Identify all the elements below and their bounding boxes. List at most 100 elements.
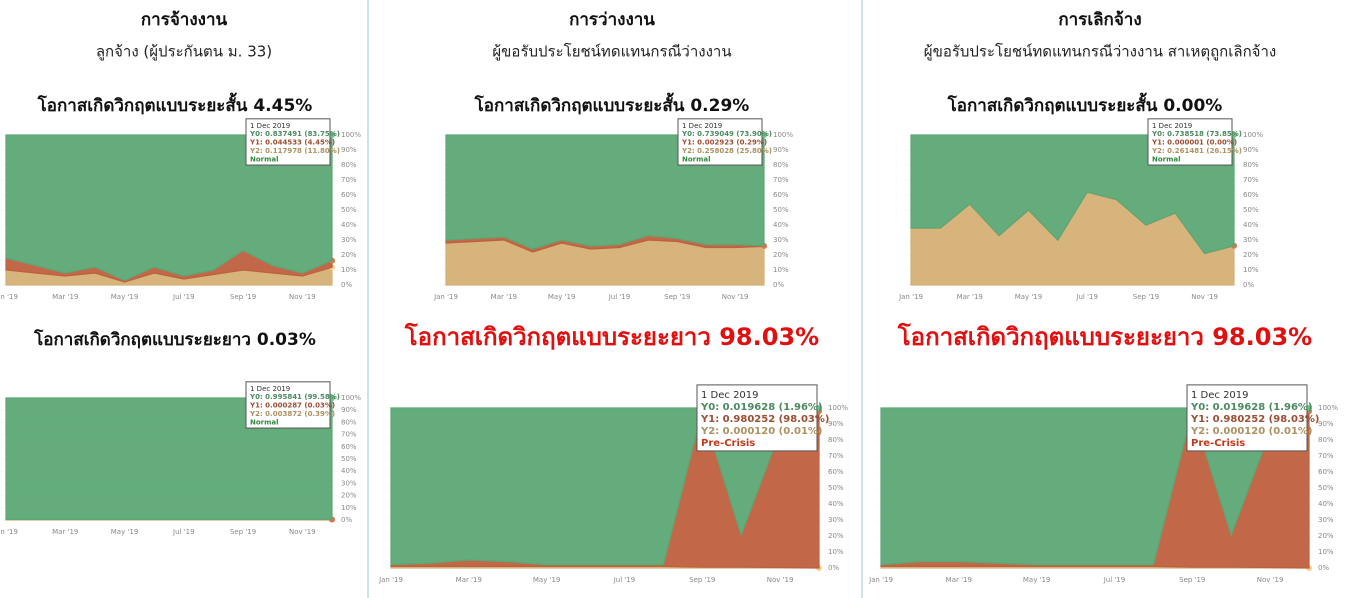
- x-tick-label: Sep '19: [1133, 293, 1159, 301]
- x-tick-label: Mar '19: [946, 576, 972, 584]
- tooltip-line: Y1: 0.000287 (0.03%): [249, 402, 335, 410]
- x-tick-label: Mar '19: [52, 528, 78, 536]
- x-tick-label: Sep '19: [1179, 576, 1205, 584]
- y-tick-label: 30%: [1318, 516, 1334, 524]
- x-tick-label: Nov '19: [767, 576, 794, 584]
- tooltip-status: Pre-Crisis: [701, 438, 755, 449]
- y-tick-label: 20%: [1318, 532, 1334, 540]
- y-tick-label: 0%: [341, 516, 352, 524]
- x-tick-label: Sep '19: [230, 528, 256, 536]
- y-tick-label: 30%: [341, 479, 357, 487]
- tooltip-line: Y1: 0.980252 (98.03%): [700, 414, 829, 425]
- x-tick-label: May '19: [1023, 576, 1051, 584]
- y-tick-label: 70%: [341, 431, 357, 439]
- tooltip-line: Y2: 0.258028 (25.80%): [681, 147, 772, 155]
- y-tick-label: 90%: [341, 146, 357, 154]
- tooltip-line: Y2: 0.117978 (11.80%): [249, 147, 340, 155]
- tooltip-line: Y0: 0.739049 (73.90%): [681, 130, 772, 138]
- y-tick-label: 90%: [1318, 420, 1334, 428]
- tooltip-date: 1 Dec 2019: [682, 122, 722, 130]
- y-tick-label: 10%: [828, 548, 844, 556]
- tooltip-box: [677, 118, 763, 166]
- y-tick-label: 100%: [341, 131, 361, 139]
- tooltip-line: Y0: 0.837491 (83.75%): [249, 130, 340, 138]
- chart-title: โอกาสเกิดวิกฤตแบบระยะสั้น 4.45%: [37, 92, 313, 116]
- y-tick-label: 100%: [341, 394, 361, 402]
- y-tick-label: 100%: [1318, 404, 1338, 412]
- y-tick-label: 30%: [773, 236, 789, 244]
- tooltip-status: Pre-Crisis: [1191, 438, 1245, 449]
- tooltip-line: Y2: 0.003872 (0.39%): [249, 410, 335, 418]
- tooltip-box: [696, 384, 818, 452]
- area: [5, 134, 333, 282]
- y-tick-label: 20%: [828, 532, 844, 540]
- y-tick-label: 0%: [1318, 564, 1329, 572]
- y-tick-label: 10%: [341, 266, 357, 274]
- y-tick-label: 90%: [1243, 146, 1259, 154]
- tooltip-line: Y0: 0.995841 (99.58%): [249, 393, 340, 401]
- y-tick-label: 100%: [1243, 131, 1263, 139]
- tooltip-date: 1 Dec 2019: [1152, 122, 1192, 130]
- tooltip-date: 1 Dec 2019: [1191, 390, 1249, 401]
- y-tick-label: 80%: [828, 436, 844, 444]
- tooltip-date: 1 Dec 2019: [250, 122, 290, 130]
- y-tick-label: 80%: [1318, 436, 1334, 444]
- chart-title: โอกาสเกิดวิกฤตแบบระยะสั้น 0.29%: [474, 92, 750, 116]
- y-tick-label: 60%: [1318, 468, 1334, 476]
- y-tick-label: 80%: [341, 418, 357, 426]
- y-tick-label: 100%: [828, 404, 848, 412]
- tooltip-line: Y1: 0.000001 (0.00%): [1151, 139, 1237, 147]
- y-tick-label: 60%: [341, 443, 357, 451]
- x-tick-label: Jan '19: [433, 293, 458, 301]
- y-tick-label: 0%: [773, 281, 784, 289]
- y-tick-label: 0%: [341, 281, 352, 289]
- tooltip-date: 1 Dec 2019: [701, 390, 759, 401]
- y-tick-label: 30%: [1243, 236, 1259, 244]
- y-tick-label: 70%: [1318, 452, 1334, 460]
- column-subtitle: ลูกจ้าง (ผู้ประกันตน ม. 33): [96, 43, 272, 61]
- x-tick-label: Mar '19: [52, 293, 78, 301]
- y-tick-label: 80%: [341, 161, 357, 169]
- y-tick-label: 40%: [828, 500, 844, 508]
- x-tick-label: Nov '19: [1257, 576, 1284, 584]
- column-title: การเลิกจ้าง: [1058, 10, 1141, 30]
- x-tick-label: Mar '19: [491, 293, 517, 301]
- x-tick-label: Jan '19: [0, 293, 18, 301]
- y-tick-label: 10%: [1243, 266, 1259, 274]
- x-tick-label: Jul '19: [613, 576, 636, 584]
- x-tick-label: Jul '19: [172, 528, 195, 536]
- x-tick-label: Jan '19: [0, 528, 18, 536]
- x-tick-label: Nov '19: [289, 293, 316, 301]
- x-tick-label: May '19: [1015, 293, 1043, 301]
- x-tick-label: Jan '19: [898, 293, 923, 301]
- y-tick-label: 40%: [1318, 500, 1334, 508]
- y-tick-label: 50%: [773, 206, 789, 214]
- y-tick-label: 20%: [773, 251, 789, 259]
- tooltip-line: Y0: 0.738518 (73.85%): [1151, 130, 1242, 138]
- y-tick-label: 0%: [828, 564, 839, 572]
- tooltip-status: Normal: [250, 418, 279, 426]
- y-tick-label: 10%: [341, 504, 357, 512]
- tooltip-status: Normal: [1152, 155, 1181, 163]
- x-tick-label: Jul '19: [1075, 293, 1098, 301]
- area: [390, 407, 820, 566]
- y-tick-label: 80%: [773, 161, 789, 169]
- y-tick-label: 70%: [1243, 176, 1259, 184]
- x-tick-label: May '19: [548, 293, 576, 301]
- x-tick-label: Mar '19: [957, 293, 983, 301]
- tooltip-line: Y1: 0.002923 (0.29%): [681, 139, 767, 147]
- y-tick-label: 70%: [773, 176, 789, 184]
- tooltip-line: Y2: 0.000120 (0.01%): [700, 426, 823, 437]
- y-tick-label: 50%: [1318, 484, 1334, 492]
- x-tick-label: Jul '19: [608, 293, 631, 301]
- y-tick-label: 0%: [1243, 281, 1254, 289]
- tooltip-line: Y1: 0.980252 (98.03%): [1190, 414, 1319, 425]
- tooltip-box: [245, 381, 331, 429]
- y-tick-label: 50%: [1243, 206, 1259, 214]
- chart-title: โอกาสเกิดวิกฤตแบบระยะยาว 0.03%: [33, 329, 316, 350]
- tooltip-box: [1147, 118, 1233, 166]
- column-title: การว่างงาน: [569, 10, 655, 30]
- x-tick-label: May '19: [111, 293, 139, 301]
- y-tick-label: 100%: [773, 131, 793, 139]
